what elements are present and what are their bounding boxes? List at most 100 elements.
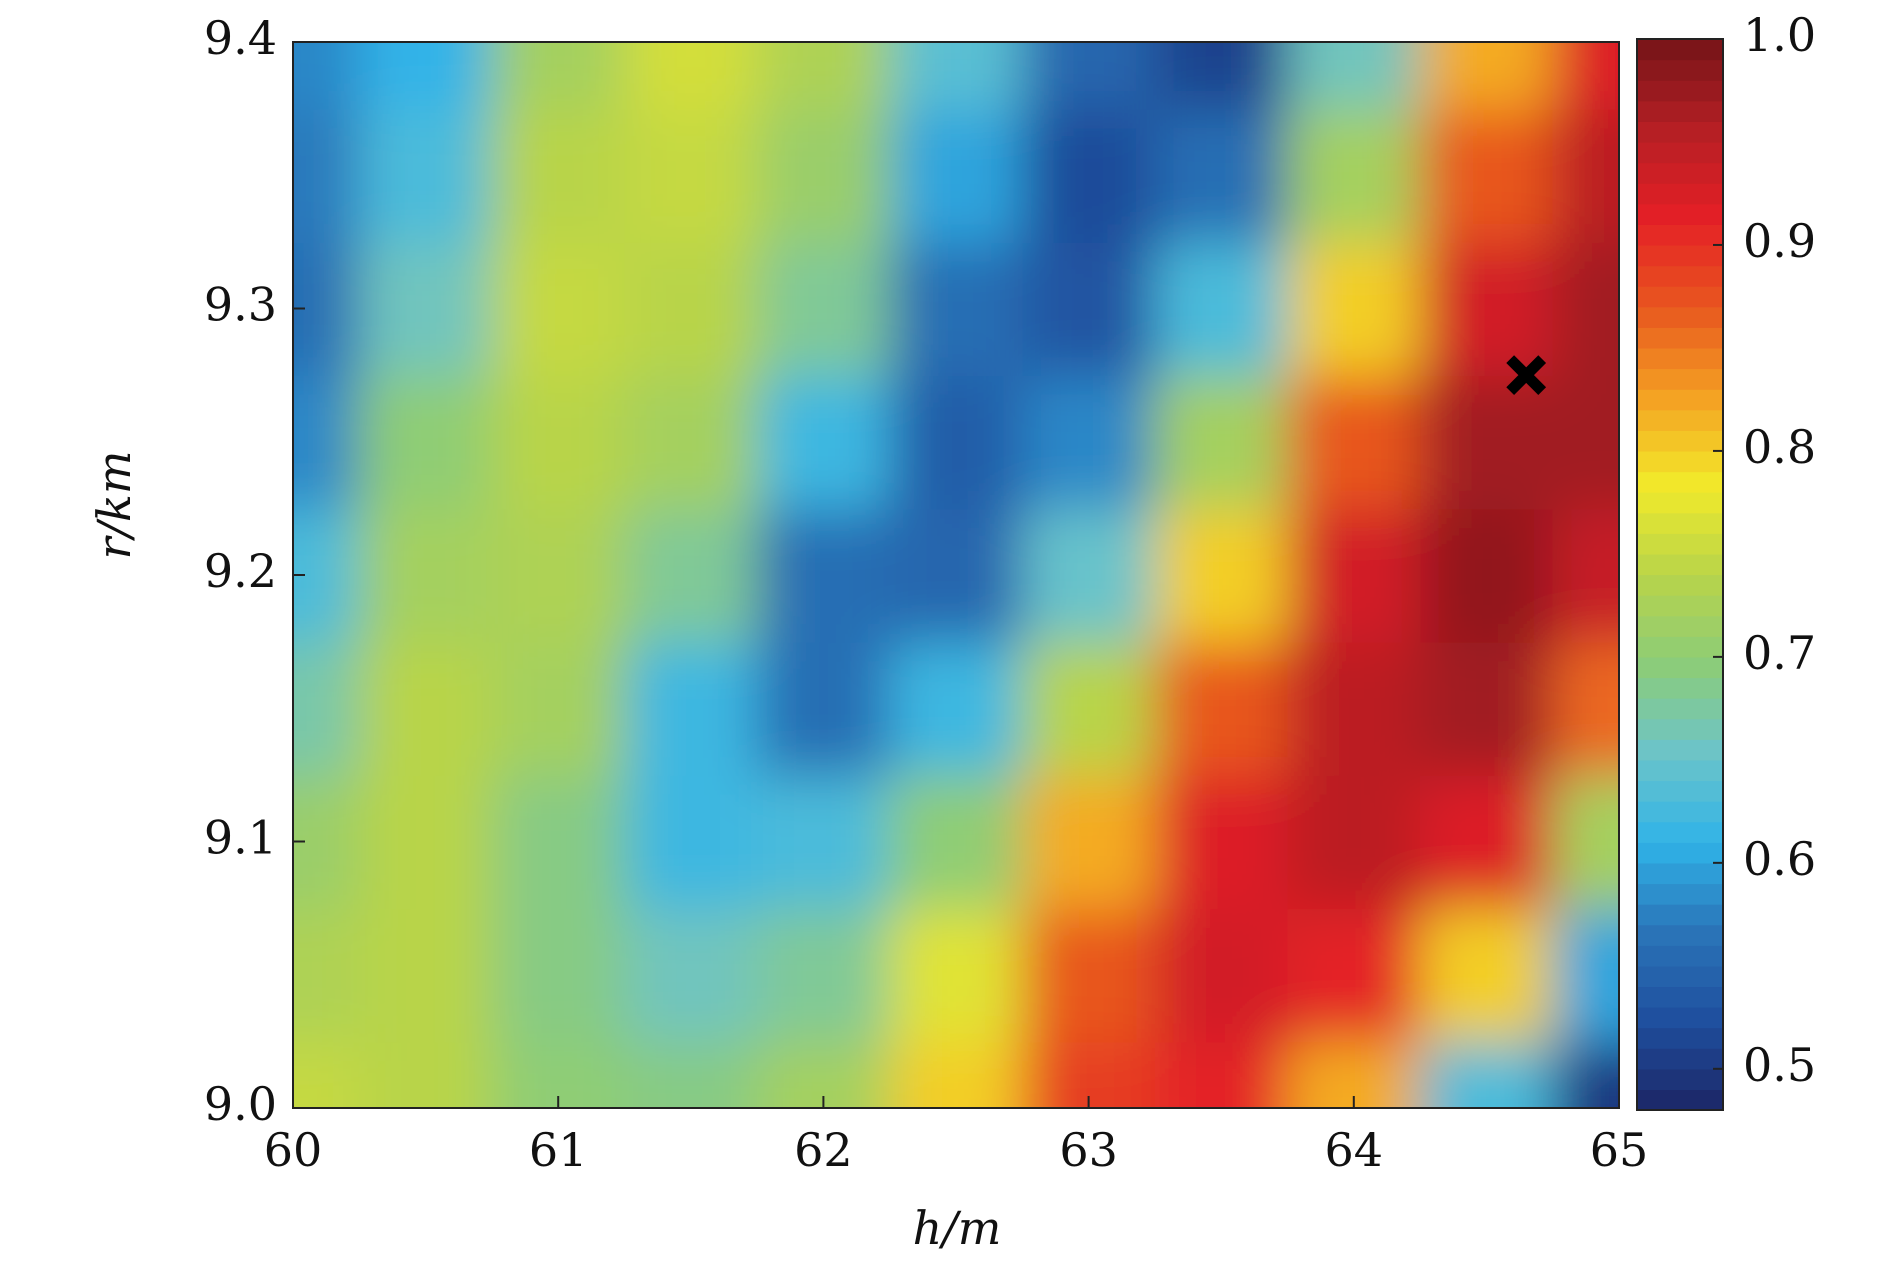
heatmap-cell [624, 641, 759, 776]
colorbar-band [1637, 574, 1723, 596]
heatmap-cell [1420, 108, 1554, 243]
colorbar-tick-label: 0.5 [1743, 1038, 1816, 1092]
heatmap-cell [1022, 375, 1156, 510]
colorbar-band [1637, 327, 1723, 349]
heatmap-cell [624, 241, 759, 377]
colorbar-band [1637, 965, 1723, 988]
colorbar-band [1637, 1048, 1723, 1070]
heatmap-cell [293, 108, 361, 243]
heatmap-cell [889, 241, 1024, 377]
heatmap-cell [1022, 108, 1156, 243]
heatmap-cell [1154, 241, 1289, 377]
colorbar-band [1637, 821, 1723, 843]
heatmap-cell [1022, 908, 1156, 1043]
heatmap-cell [1552, 108, 1619, 243]
colorbar-band [1637, 80, 1723, 102]
y-tick-label: 9.1 [204, 811, 277, 865]
heatmap-cell [491, 375, 626, 510]
heatmap-cell [624, 42, 759, 110]
heatmap-cell [1022, 42, 1156, 110]
colorbar-band [1637, 945, 1723, 967]
colorbar-tick-label: 0.8 [1743, 420, 1816, 474]
heatmap-cell [624, 108, 759, 243]
heatmap-cell [359, 375, 493, 510]
colorbar-band [1637, 718, 1723, 740]
heatmap-cell [1022, 774, 1156, 910]
heatmap-cell [757, 108, 891, 243]
colorbar-band [1637, 924, 1723, 946]
heatmap-cell [889, 42, 1024, 110]
colorbar-band [1637, 286, 1723, 308]
heatmap-cell [1287, 774, 1422, 910]
heatmap-cell [1420, 908, 1554, 1043]
heatmap-cell [491, 908, 626, 1043]
colorbar-band [1637, 492, 1723, 514]
heatmap-cell [1154, 1041, 1289, 1108]
heatmap-cell [1154, 108, 1289, 243]
colorbar-band [1637, 450, 1723, 473]
heatmap-cell [359, 241, 493, 377]
colorbar-band [1637, 862, 1723, 885]
heatmap-cell [293, 1041, 361, 1108]
heatmap-cell [1022, 641, 1156, 776]
heatmap-cell [359, 641, 493, 776]
colorbar-band [1637, 389, 1723, 411]
colorbar-band [1637, 265, 1723, 287]
colorbar-band [1637, 553, 1723, 576]
colorbar-band [1637, 1027, 1723, 1049]
heatmap-cell [1287, 508, 1422, 643]
heatmap-cell [889, 375, 1024, 510]
colorbar-band [1637, 203, 1723, 225]
heatmap-cell [624, 508, 759, 643]
heatmap-cell [624, 1041, 759, 1108]
heatmap-cell [1287, 641, 1422, 776]
colorbar-band [1637, 801, 1723, 823]
colorbar-band [1637, 368, 1723, 390]
colorbar-band [1637, 39, 1723, 61]
heatmap-cell [491, 241, 626, 377]
colorbar-band [1637, 636, 1723, 658]
heatmap [293, 42, 1619, 1108]
heatmap-cell [1154, 42, 1289, 110]
colorbar-band [1637, 842, 1723, 864]
heatmap-cell [1420, 375, 1554, 510]
x-tick-label: 64 [1325, 1123, 1384, 1177]
colorbar-band [1637, 986, 1723, 1008]
colorbar-band [1637, 244, 1723, 267]
colorbar-band [1637, 183, 1723, 205]
colorbar-band [1637, 347, 1723, 370]
heatmap-cell [757, 42, 891, 110]
heatmap-cell [491, 508, 626, 643]
heatmap-cell [1552, 1041, 1619, 1108]
colorbar-band [1637, 141, 1723, 164]
colorbar-band [1637, 677, 1723, 699]
colorbar-band [1637, 121, 1723, 143]
heatmap-cell [1287, 108, 1422, 243]
heatmap-cell [624, 375, 759, 510]
heatmap-cell [1552, 375, 1619, 510]
heatmap-cell [491, 42, 626, 110]
colorbar-tick-label: 1.0 [1743, 8, 1816, 62]
heatmap-cell [359, 42, 493, 110]
heatmap-cell [491, 108, 626, 243]
heatmap-cell [889, 508, 1024, 643]
colorbar-band [1637, 512, 1723, 534]
heatmap-cell [1420, 774, 1554, 910]
colorbar-band [1637, 656, 1723, 679]
heatmap-cell [1420, 1041, 1554, 1108]
heatmap-cell [359, 908, 493, 1043]
heatmap-cell [757, 908, 891, 1043]
axes: 60 61 62 63 64 65 9.0 9.1 9.2 9.3 9.4 0.5 0.6 0.7 0.8 0… [204, 8, 1816, 1177]
heatmap-cell [757, 241, 891, 377]
y-axis-label: r/km [87, 451, 141, 560]
heatmap-cell [889, 108, 1024, 243]
colorbar-band [1637, 162, 1723, 184]
heatmap-cell [1420, 241, 1554, 377]
heatmap-cell [1154, 774, 1289, 910]
heatmap-cell [1287, 42, 1422, 110]
heatmap-cell [1420, 42, 1554, 110]
x-tick-label: 60 [264, 1123, 323, 1177]
heatmap-cell [359, 774, 493, 910]
heatmap-cell [1552, 774, 1619, 910]
